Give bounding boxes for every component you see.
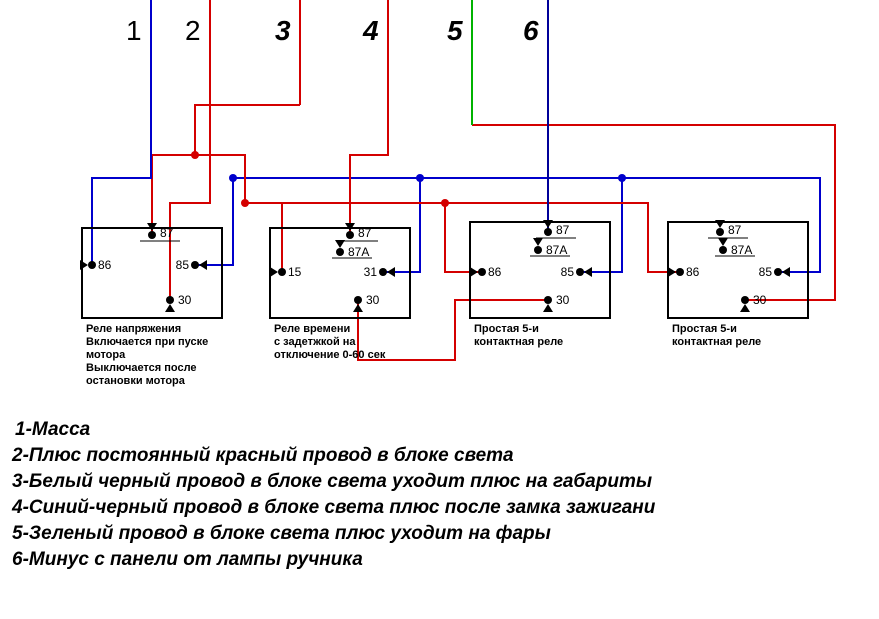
pin-r4-30 — [741, 296, 749, 304]
pin-arrow — [543, 304, 553, 312]
wiring-diagram: 1 2 3 4 5 6 30 85 86 87 Реле напряженияВключается … — [0, 0, 879, 619]
top-wire-1 — [92, 0, 151, 265]
pin-r4-87A — [719, 246, 727, 254]
pin-arrow — [335, 240, 345, 248]
pin-arrow — [782, 267, 790, 277]
legend-line-5: 5-Зеленый провод в блоке света плюс уход… — [12, 523, 551, 544]
pin-arrow — [718, 238, 728, 246]
relay-caption: Реле времени — [274, 323, 350, 335]
pin-arrow — [165, 304, 175, 312]
pin-arrow — [470, 267, 478, 277]
pin-r2-15 — [278, 268, 286, 276]
top-label-5: 5 — [447, 15, 463, 46]
pin-arrow — [387, 267, 395, 277]
pin-arrow — [353, 304, 363, 312]
relay-caption: контактная реле — [672, 336, 761, 348]
wire — [152, 105, 300, 235]
pin-label-30: 30 — [178, 293, 192, 307]
pin-arrow — [533, 238, 543, 246]
pin-r3-86 — [478, 268, 486, 276]
relay-caption: Выключается после — [86, 362, 197, 374]
legend-line-3: 3-Белый черный провод в блоке света уход… — [12, 471, 652, 492]
relay-caption: отключение 0-60 сек — [274, 349, 386, 361]
relay-caption: Простая 5-и — [474, 323, 539, 335]
pin-arrow — [199, 260, 207, 270]
pin-r1-86 — [88, 261, 96, 269]
pin-r3-87A — [534, 246, 542, 254]
pin-label-87A: 87A — [731, 243, 752, 257]
pin-r1-87 — [148, 231, 156, 239]
top-label-4: 4 — [362, 15, 379, 46]
pin-label-86: 86 — [488, 265, 502, 279]
top-label-2: 2 — [185, 15, 201, 46]
pin-r3-85 — [576, 268, 584, 276]
legend-line-6: 6-Минус с панели от лампы ручника — [12, 549, 363, 570]
wire — [383, 178, 420, 272]
wire — [245, 203, 282, 272]
pin-label-87A: 87A — [348, 245, 369, 259]
pin-arrow — [740, 304, 750, 312]
pin-label-85: 85 — [561, 265, 575, 279]
pin-r4-85 — [774, 268, 782, 276]
pin-r2-30 — [354, 296, 362, 304]
top-label-6: 6 — [523, 15, 539, 46]
relay-caption: мотора — [86, 349, 126, 361]
pin-r1-30 — [166, 296, 174, 304]
pin-label-31: 31 — [364, 265, 378, 279]
relay-caption: с задетжкой на — [274, 336, 356, 348]
pin-arrow — [543, 220, 553, 228]
relay-caption: остановки мотора — [86, 375, 186, 387]
pin-label-87A: 87A — [546, 243, 567, 257]
relay-caption: контактная реле — [474, 336, 563, 348]
pin-label-87: 87 — [358, 226, 372, 240]
pin-r4-87 — [716, 228, 724, 236]
pin-arrow — [584, 267, 592, 277]
legend-line-4: 4-Синий-черный провод в блоке света плюс… — [11, 497, 656, 518]
pin-label-30: 30 — [366, 293, 380, 307]
pin-arrow — [270, 267, 278, 277]
pin-arrow — [80, 260, 88, 270]
pin-r3-30 — [544, 296, 552, 304]
pin-label-86: 86 — [686, 265, 700, 279]
pin-label-87: 87 — [728, 223, 742, 237]
junction — [229, 174, 237, 182]
relay-caption: Реле напряжения — [86, 323, 181, 335]
wire — [580, 178, 622, 272]
legend-line-1: 1-Масса — [15, 419, 91, 440]
relay-caption: Включается при пуске — [86, 336, 208, 348]
pin-arrow — [668, 267, 676, 277]
pin-label-15: 15 — [288, 265, 302, 279]
pin-r1-85 — [191, 261, 199, 269]
pin-r4-86 — [676, 268, 684, 276]
pin-label-86: 86 — [98, 258, 112, 272]
junction — [416, 174, 424, 182]
wire — [195, 178, 820, 272]
pin-r2-31 — [379, 268, 387, 276]
pin-r2-87 — [346, 231, 354, 239]
pin-label-85: 85 — [176, 258, 190, 272]
pin-label-85: 85 — [759, 265, 773, 279]
pin-arrow — [715, 220, 725, 228]
pin-label-87: 87 — [160, 226, 174, 240]
pin-label-30: 30 — [753, 293, 767, 307]
pin-r2-87A — [336, 248, 344, 256]
pin-label-87: 87 — [556, 223, 570, 237]
pin-r3-87 — [544, 228, 552, 236]
top-label-3: 3 — [275, 15, 291, 46]
top-label-1: 1 — [126, 15, 142, 46]
pin-label-30: 30 — [556, 293, 570, 307]
legend-line-2: 2-Плюс постоянный красный провод в блоке… — [11, 445, 514, 466]
relay-caption: Простая 5-и — [672, 323, 737, 335]
